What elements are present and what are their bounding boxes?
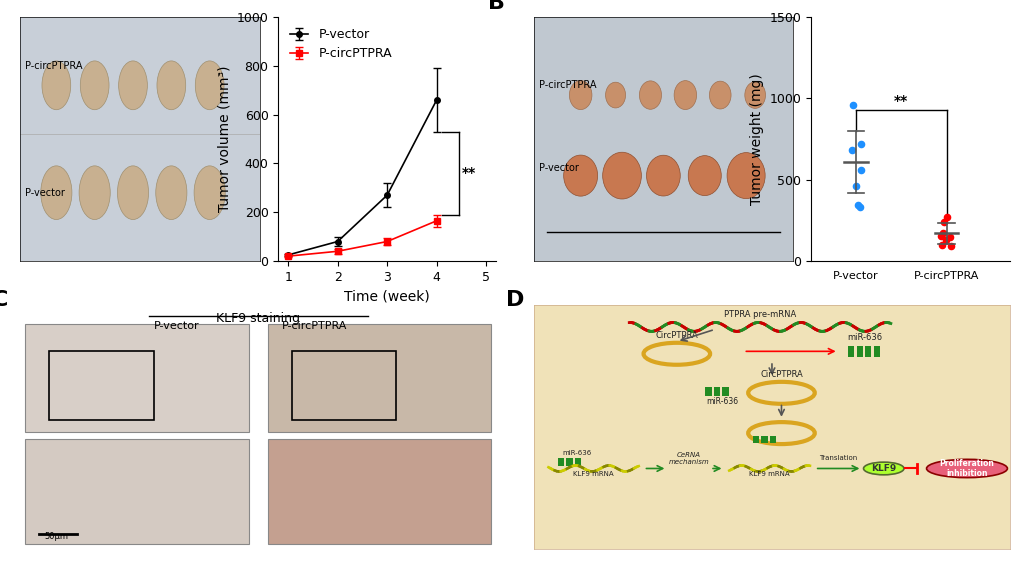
Ellipse shape	[602, 152, 641, 199]
Ellipse shape	[646, 155, 680, 196]
Point	[936, 235, 953, 245]
Point	[853, 165, 869, 174]
Ellipse shape	[727, 153, 764, 199]
Text: Proliferation
inhibition: Proliferation inhibition	[938, 459, 994, 478]
Text: CircPTPRA: CircPTPRA	[655, 331, 698, 340]
Ellipse shape	[639, 81, 661, 109]
Text: 50μm: 50μm	[44, 532, 68, 541]
Text: P-circPTPRA: P-circPTPRA	[25, 61, 83, 71]
Text: KLF9 staining: KLF9 staining	[216, 312, 300, 325]
Text: P-circPTPRA: P-circPTPRA	[281, 321, 347, 331]
Point	[852, 139, 868, 148]
Ellipse shape	[674, 80, 696, 110]
Text: **: **	[894, 94, 908, 108]
Text: KLF9 mRNA: KLF9 mRNA	[749, 471, 789, 477]
Ellipse shape	[744, 82, 764, 108]
Bar	[847, 346, 854, 358]
Text: **: **	[461, 166, 475, 180]
Point	[844, 100, 860, 109]
Point	[933, 228, 950, 237]
Bar	[557, 458, 564, 466]
Text: miR-636: miR-636	[561, 450, 591, 456]
Bar	[769, 436, 775, 443]
Y-axis label: Tumor volume (mm³): Tumor volume (mm³)	[217, 66, 231, 212]
Ellipse shape	[564, 155, 597, 196]
Point	[847, 182, 863, 191]
Point	[943, 242, 959, 251]
Point	[851, 203, 867, 212]
Text: C: C	[0, 290, 8, 310]
Bar	[864, 346, 870, 358]
Ellipse shape	[195, 61, 224, 110]
Text: CeRNA
mechanism: CeRNA mechanism	[667, 452, 708, 465]
Point	[849, 200, 865, 209]
Text: D: D	[505, 290, 524, 310]
Text: P-vector: P-vector	[25, 188, 65, 198]
Point	[937, 213, 954, 222]
Bar	[873, 346, 879, 358]
Ellipse shape	[569, 80, 591, 110]
Ellipse shape	[194, 166, 225, 220]
FancyBboxPatch shape	[267, 324, 491, 432]
FancyBboxPatch shape	[25, 439, 249, 544]
Text: Translation: Translation	[818, 455, 857, 461]
Ellipse shape	[605, 82, 625, 108]
Point	[941, 233, 957, 242]
Ellipse shape	[156, 166, 186, 220]
Ellipse shape	[117, 166, 149, 220]
Bar	[713, 387, 719, 397]
Text: PTPRA pre-mRNA: PTPRA pre-mRNA	[723, 310, 796, 319]
Ellipse shape	[79, 166, 110, 220]
Bar	[721, 387, 728, 397]
Legend: P-vector, P-circPTPRA: P-vector, P-circPTPRA	[284, 23, 396, 66]
Ellipse shape	[709, 81, 731, 109]
Bar	[856, 346, 862, 358]
Point	[844, 146, 860, 155]
FancyBboxPatch shape	[267, 439, 491, 544]
Point	[933, 240, 950, 249]
Y-axis label: Tumor weight (mg): Tumor weight (mg)	[749, 73, 763, 205]
Text: miR-636: miR-636	[705, 397, 738, 406]
Text: KLF9 mRNA: KLF9 mRNA	[573, 471, 613, 477]
Bar	[752, 436, 758, 443]
X-axis label: Time (week): Time (week)	[344, 289, 430, 303]
Text: P-circPTPRA: P-circPTPRA	[539, 80, 596, 91]
Text: P-vector: P-vector	[154, 321, 199, 331]
Ellipse shape	[863, 462, 903, 475]
Bar	[575, 458, 581, 466]
Point	[932, 231, 949, 241]
Text: miR-636: miR-636	[847, 333, 881, 342]
FancyBboxPatch shape	[25, 324, 249, 432]
Text: KLF9: KLF9	[870, 464, 896, 473]
Bar	[705, 387, 711, 397]
Ellipse shape	[42, 61, 70, 110]
Ellipse shape	[688, 156, 720, 196]
Ellipse shape	[41, 166, 71, 220]
Ellipse shape	[118, 61, 147, 110]
Ellipse shape	[81, 61, 109, 110]
Point	[934, 217, 951, 226]
Text: B: B	[487, 0, 504, 12]
Ellipse shape	[925, 460, 1007, 478]
Text: P-vector: P-vector	[539, 164, 579, 173]
Bar	[566, 458, 572, 466]
Ellipse shape	[157, 61, 185, 110]
Bar	[761, 436, 767, 443]
Text: CircPTPRA: CircPTPRA	[759, 370, 802, 379]
